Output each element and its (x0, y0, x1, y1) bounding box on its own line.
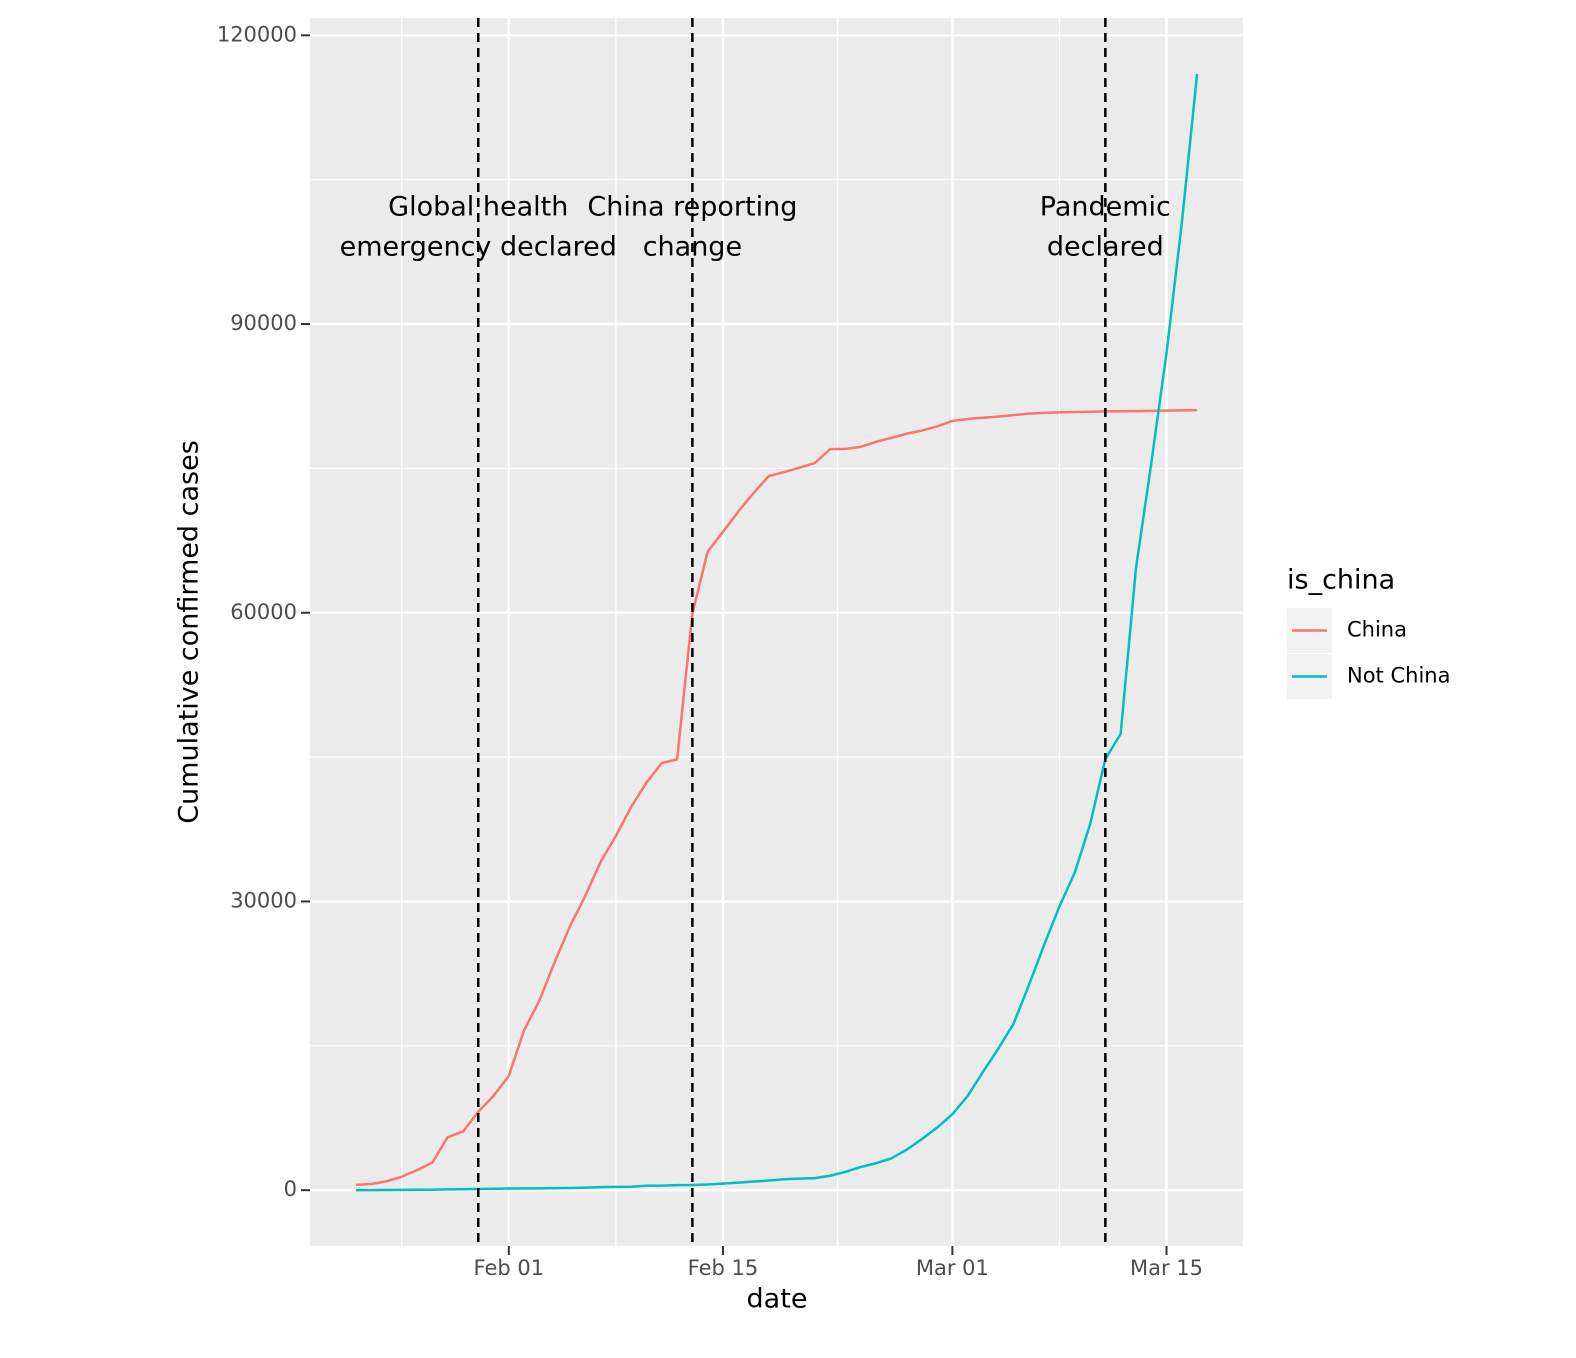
annotation: China reporting (587, 191, 797, 222)
series-line (355, 73, 1199, 1192)
x-tick-label: Feb 01 (474, 1256, 545, 1280)
panel (310, 18, 1243, 1246)
x-axis-title: date (747, 1284, 808, 1315)
y-tick-label: 120000 (217, 22, 297, 46)
x-tick-label: Mar 01 (916, 1256, 989, 1280)
annotation: Global health (388, 191, 568, 222)
legend-title: is_china (1287, 565, 1395, 596)
x-tick-label: Feb 15 (688, 1256, 759, 1280)
y-tick-label: 0 (284, 1177, 297, 1201)
y-axis-title: Cumulative confirmed cases (174, 440, 205, 824)
y-tick-label: 60000 (230, 600, 297, 624)
series-line (355, 408, 1198, 1187)
y-tick-label: 90000 (230, 311, 297, 335)
y-tick-label: 30000 (230, 888, 297, 912)
annotation: change (643, 231, 742, 262)
annotation: emergency declared (340, 231, 617, 262)
legend-label: China (1347, 618, 1407, 642)
annotation: Pandemic (1040, 191, 1171, 222)
annotation: declared (1047, 231, 1164, 262)
marks (355, 73, 1199, 1192)
legend-label: Not China (1347, 664, 1450, 688)
x-tick-label: Mar 15 (1130, 1256, 1203, 1280)
